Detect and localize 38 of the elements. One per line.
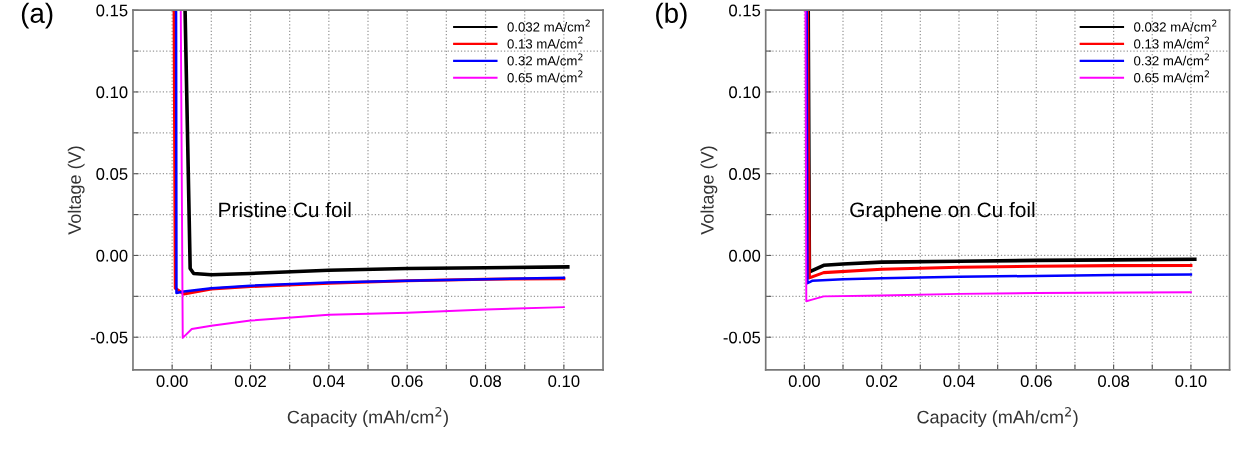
y-axis-title: Voltage (V): [700, 146, 718, 235]
y-tick-label: 0.10: [96, 86, 128, 99]
x-tick-label: 0.00: [788, 375, 820, 388]
legend-label: 0.032 mA/cm$^{2}$: [1134, 19, 1217, 32]
x-tick-label: 0.02: [234, 375, 266, 388]
y-tick-label: 0.05: [96, 168, 128, 180]
x-tick-label: 0.06: [391, 375, 423, 388]
y-tick-label: 0.05: [729, 168, 761, 180]
y-tick-label: 0.10: [729, 86, 761, 99]
text: (a): [21, 2, 53, 29]
x-tick-label: 0.04: [313, 375, 345, 388]
y-tick-label: 0.00: [96, 249, 128, 262]
x-axis-title: Capacity (mAh/cm$^{2}$): [917, 407, 1078, 428]
annotation: Graphene on Cu foil: [850, 201, 1035, 222]
y-axis-title: Voltage (V): [67, 146, 85, 235]
x-tick-label: 0.02: [866, 375, 898, 388]
x-tick-label: 0.10: [1175, 375, 1207, 388]
legend-label: 0.32 mA/cm$^{2}$: [1134, 53, 1209, 66]
x-tick-label: 0.00: [156, 375, 188, 388]
legend-label: 0.032 mA/cm$^{2}$: [507, 19, 590, 32]
y-tick-label: 0.15: [96, 4, 128, 17]
y-tick-label: 0.15: [729, 4, 761, 17]
y-tick-label: -0.05: [90, 331, 128, 344]
y-tick-label: 0.00: [729, 249, 761, 262]
legend-label: 0.32 mA/cm$^{2}$: [507, 53, 583, 66]
legend-label: 0.65 mA/cm$^{2}$: [507, 70, 583, 83]
x-axis-title: Capacity (mAh/cm$^{2}$): [287, 407, 448, 428]
x-tick-label: 0.04: [943, 375, 975, 388]
legend-label: 0.13 mA/cm$^{2}$: [507, 36, 583, 49]
y-tick-label: -0.05: [723, 331, 761, 344]
x-tick-label: 0.08: [1098, 375, 1130, 388]
x-tick-label: 0.08: [469, 375, 502, 388]
text: (b): [656, 2, 687, 29]
x-tick-label: 0.06: [1020, 375, 1052, 388]
x-tick-label: 0.10: [548, 375, 580, 388]
legend-label: 0.65 mA/cm$^{2}$: [1134, 70, 1209, 83]
annotation: Pristine Cu foil: [219, 201, 351, 218]
legend-label: 0.13 mA/cm$^{2}$: [1134, 36, 1209, 49]
